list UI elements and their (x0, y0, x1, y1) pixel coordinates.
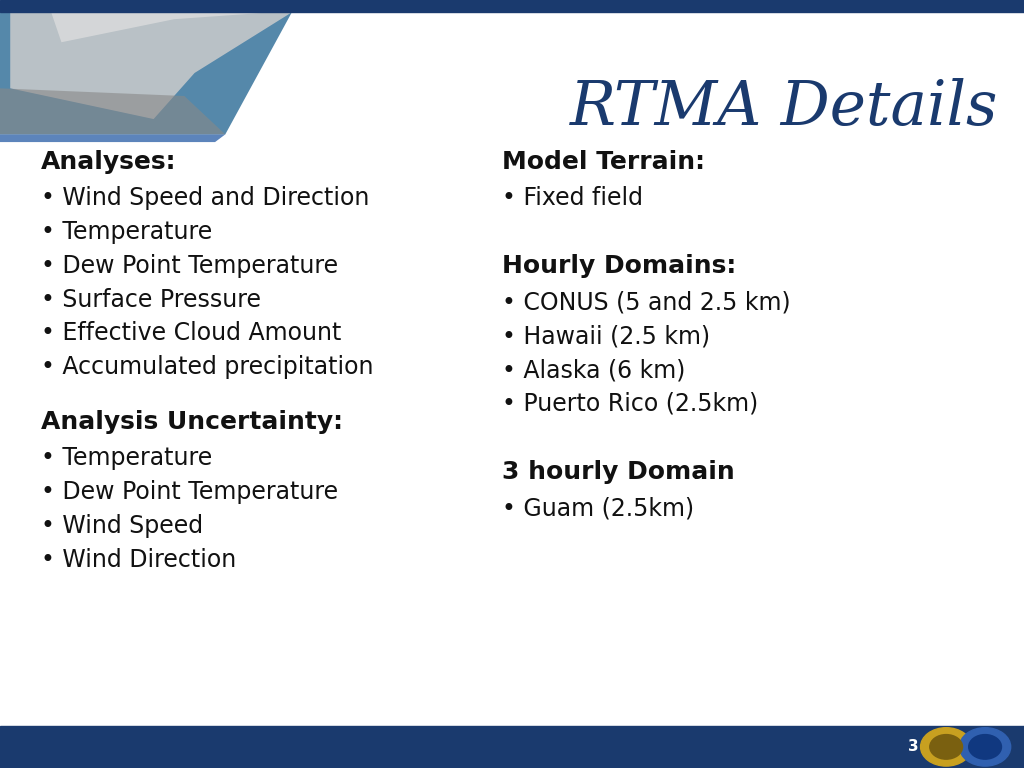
Text: • Hawaii (2.5 km): • Hawaii (2.5 km) (502, 324, 710, 348)
Text: • Surface Pressure: • Surface Pressure (41, 287, 261, 312)
Text: :: : (691, 461, 699, 485)
Text: • Effective Cloud Amount: • Effective Cloud Amount (41, 322, 341, 346)
Text: Hourly Domains:: Hourly Domains: (502, 254, 736, 278)
Text: RTMA Details: RTMA Details (570, 78, 998, 137)
Text: Analysis Uncertainty:: Analysis Uncertainty: (41, 410, 343, 434)
Text: • Puerto Rico (2.5km): • Puerto Rico (2.5km) (502, 392, 758, 416)
Text: • Alaska (6 km): • Alaska (6 km) (502, 358, 685, 382)
Polygon shape (0, 134, 225, 142)
Text: • Accumulated precipitation: • Accumulated precipitation (41, 356, 374, 379)
Polygon shape (10, 12, 292, 119)
Bar (0, 0, 1024, 12)
Text: Analyses:: Analyses: (41, 150, 176, 174)
Text: • CONUS (5 and 2.5 km): • CONUS (5 and 2.5 km) (502, 290, 791, 314)
Polygon shape (0, 12, 292, 134)
Text: • Temperature: • Temperature (41, 220, 212, 243)
Text: • Fixed field: • Fixed field (502, 186, 643, 210)
Circle shape (969, 734, 1001, 759)
Polygon shape (51, 12, 271, 42)
Circle shape (959, 728, 1011, 766)
Circle shape (921, 728, 972, 766)
Text: 3 hourly Domain: 3 hourly Domain (502, 461, 734, 485)
Text: • Dew Point Temperature: • Dew Point Temperature (41, 480, 338, 504)
Text: Model Terrain:: Model Terrain: (502, 150, 705, 174)
Text: • Wind Speed: • Wind Speed (41, 514, 203, 538)
Text: • Dew Point Temperature: • Dew Point Temperature (41, 253, 338, 277)
Text: • Guam (2.5km): • Guam (2.5km) (502, 496, 694, 521)
Polygon shape (0, 88, 225, 134)
Text: 3: 3 (908, 740, 919, 754)
Text: • Temperature: • Temperature (41, 446, 212, 470)
Circle shape (930, 734, 963, 759)
Bar (0, 726, 1024, 768)
Text: • Wind Direction: • Wind Direction (41, 548, 237, 572)
Text: • Wind Speed and Direction: • Wind Speed and Direction (41, 186, 370, 210)
